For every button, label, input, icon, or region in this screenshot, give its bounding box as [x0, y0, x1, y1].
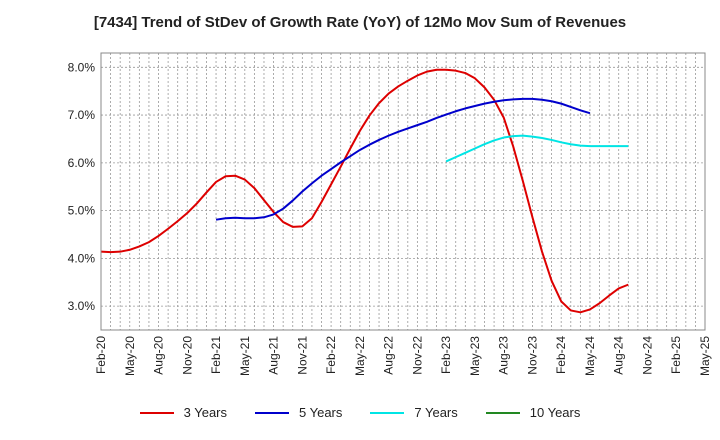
- legend-swatch: [255, 411, 289, 414]
- x-tick-label: Feb-23: [439, 336, 453, 374]
- x-tick-label: Aug-22: [382, 336, 396, 375]
- x-tick-label: Nov-21: [295, 336, 309, 375]
- legend: 3 Years 5 Years 7 Years 10 Years: [0, 405, 720, 420]
- x-tick-label: Feb-20: [94, 336, 108, 374]
- y-tick-label: 6.0%: [68, 156, 96, 170]
- legend-swatch: [370, 411, 405, 414]
- legend-item-3-years: 3 Years: [139, 405, 227, 420]
- x-tick-label: Nov-22: [410, 336, 424, 375]
- y-tick-label: 8.0%: [68, 60, 96, 74]
- x-tick-label: May-20: [123, 336, 137, 376]
- x-tick-label: Feb-22: [324, 336, 338, 374]
- x-tick-label: Aug-21: [267, 336, 281, 375]
- x-tick-label: Nov-20: [180, 336, 194, 375]
- x-tick-label: Feb-25: [669, 336, 683, 374]
- legend-item-5-years: 5 Years: [255, 405, 342, 420]
- x-tick-label: May-21: [238, 336, 252, 376]
- plot-frame: [100, 52, 706, 331]
- series-line-7-years: [445, 134, 629, 163]
- legend-label: 7 Years: [414, 405, 458, 420]
- x-tick-label: Aug-20: [152, 336, 166, 375]
- legend-item-7-years: 7 Years: [370, 405, 458, 420]
- x-tick-label: May-23: [468, 336, 482, 376]
- y-tick-label: 3.0%: [68, 299, 96, 313]
- series-line-3-years: [100, 68, 629, 314]
- x-tick-label: Nov-23: [525, 336, 539, 375]
- x-tick-label: Feb-21: [209, 336, 223, 374]
- series-line-5-years: [215, 97, 591, 221]
- legend-label: 10 Years: [529, 405, 581, 420]
- x-tick-label: Feb-24: [554, 336, 568, 374]
- legend-label: 3 Years: [183, 405, 227, 420]
- x-tick-label: Nov-24: [640, 336, 654, 375]
- legend-swatch: [139, 411, 174, 414]
- y-tick-label: 4.0%: [68, 251, 96, 265]
- legend-item-10-years: 10 Years: [485, 405, 581, 420]
- x-tick-label: Aug-23: [497, 336, 511, 375]
- y-tick-label: 7.0%: [68, 108, 96, 122]
- y-tick-label: 5.0%: [68, 204, 96, 218]
- legend-swatch: [485, 411, 520, 414]
- x-tick-label: May-24: [583, 336, 597, 376]
- chart-title: [7434] Trend of StDev of Growth Rate (Yo…: [93, 14, 627, 31]
- x-tick-label: Aug-24: [612, 336, 626, 375]
- legend-label: 5 Years: [299, 405, 343, 420]
- x-tick-label: May-22: [353, 336, 367, 376]
- x-tick-label: May-25: [698, 336, 712, 376]
